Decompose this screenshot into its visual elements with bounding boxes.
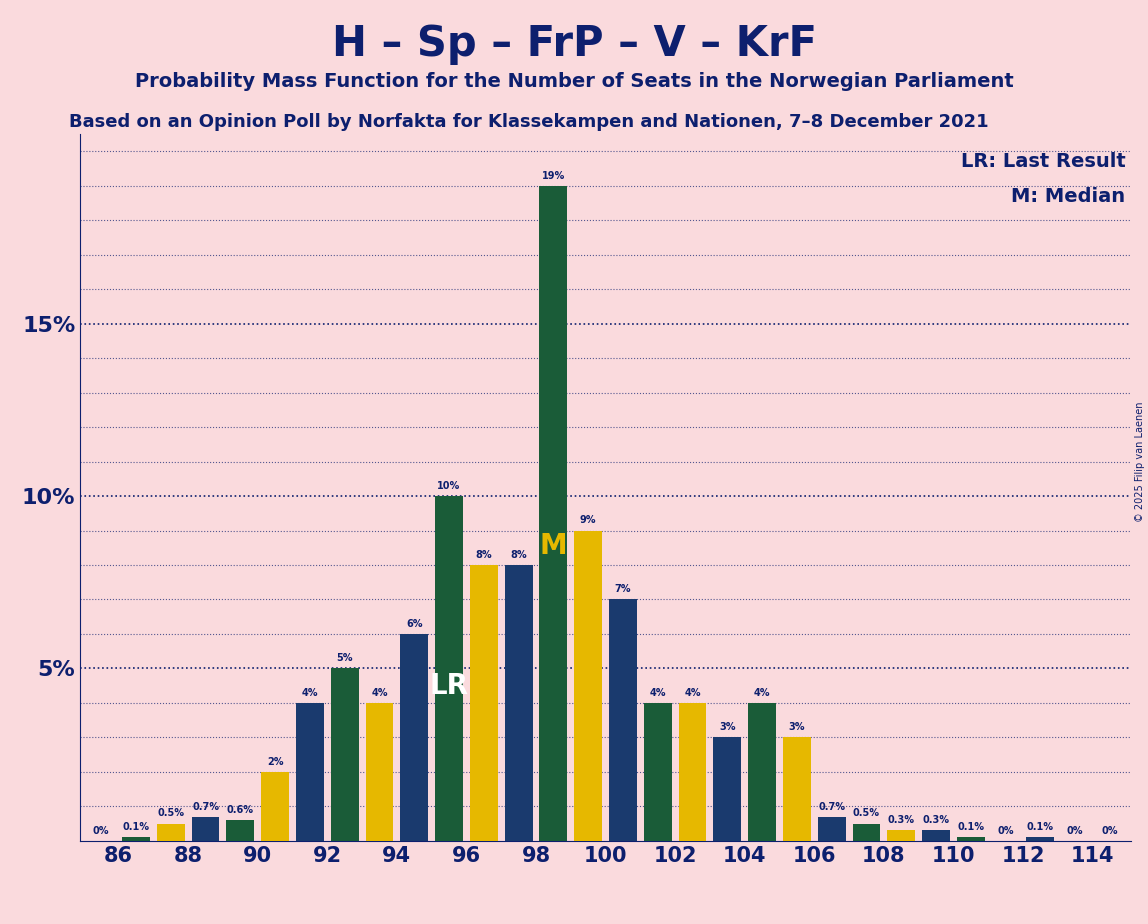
Bar xyxy=(610,600,637,841)
Text: 4%: 4% xyxy=(650,687,666,698)
Text: 0.5%: 0.5% xyxy=(853,808,879,819)
Bar xyxy=(157,823,185,841)
Text: 0%: 0% xyxy=(998,826,1014,835)
Bar xyxy=(226,821,254,841)
Text: 4%: 4% xyxy=(684,687,700,698)
Text: 4%: 4% xyxy=(754,687,770,698)
Text: H – Sp – FrP – V – KrF: H – Sp – FrP – V – KrF xyxy=(332,23,816,65)
Text: 5%: 5% xyxy=(336,653,352,663)
Bar xyxy=(331,668,358,841)
Text: 19%: 19% xyxy=(542,171,565,180)
Bar xyxy=(678,703,706,841)
Text: 0.1%: 0.1% xyxy=(123,822,149,833)
Text: 0.1%: 0.1% xyxy=(1026,822,1054,833)
Text: 8%: 8% xyxy=(475,550,492,560)
Text: 3%: 3% xyxy=(719,723,736,732)
Text: 0.3%: 0.3% xyxy=(887,815,915,825)
Text: 0.7%: 0.7% xyxy=(192,801,219,811)
Bar xyxy=(122,837,150,841)
Text: 0%: 0% xyxy=(1102,826,1118,835)
Bar xyxy=(401,634,428,841)
Text: M: Median: M: Median xyxy=(1011,187,1125,206)
Bar xyxy=(1026,837,1054,841)
Text: Probability Mass Function for the Number of Seats in the Norwegian Parliament: Probability Mass Function for the Number… xyxy=(134,72,1014,91)
Text: LR: Last Result: LR: Last Result xyxy=(961,152,1125,171)
Bar xyxy=(470,565,498,841)
Text: 2%: 2% xyxy=(266,757,284,767)
Text: 4%: 4% xyxy=(371,687,388,698)
Text: 0.3%: 0.3% xyxy=(923,815,949,825)
Text: 0.1%: 0.1% xyxy=(957,822,984,833)
Bar xyxy=(922,831,949,841)
Text: Based on an Opinion Poll by Norfakta for Klassekampen and Nationen, 7–8 December: Based on an Opinion Poll by Norfakta for… xyxy=(69,113,988,130)
Bar xyxy=(262,772,289,841)
Text: 0.5%: 0.5% xyxy=(157,808,185,819)
Text: 0%: 0% xyxy=(93,826,109,835)
Text: 0.7%: 0.7% xyxy=(819,801,845,811)
Text: 8%: 8% xyxy=(511,550,527,560)
Text: © 2025 Filip van Laenen: © 2025 Filip van Laenen xyxy=(1135,402,1145,522)
Text: M: M xyxy=(540,532,567,560)
Bar xyxy=(644,703,672,841)
Bar xyxy=(783,737,810,841)
Text: LR: LR xyxy=(429,672,468,699)
Bar xyxy=(540,186,567,841)
Text: 10%: 10% xyxy=(437,480,460,491)
Bar xyxy=(365,703,394,841)
Bar xyxy=(435,496,463,841)
Bar xyxy=(574,530,602,841)
Text: 0%: 0% xyxy=(1066,826,1084,835)
Text: 7%: 7% xyxy=(614,584,631,594)
Bar xyxy=(817,817,846,841)
Bar xyxy=(713,737,742,841)
Bar xyxy=(748,703,776,841)
Text: 3%: 3% xyxy=(789,723,805,732)
Text: 0.6%: 0.6% xyxy=(227,805,254,815)
Text: 6%: 6% xyxy=(406,619,422,629)
Text: 4%: 4% xyxy=(302,687,318,698)
Bar xyxy=(853,823,881,841)
Bar xyxy=(192,817,219,841)
Text: 9%: 9% xyxy=(580,516,597,526)
Bar xyxy=(887,831,915,841)
Bar xyxy=(296,703,324,841)
Bar xyxy=(505,565,533,841)
Bar xyxy=(957,837,985,841)
